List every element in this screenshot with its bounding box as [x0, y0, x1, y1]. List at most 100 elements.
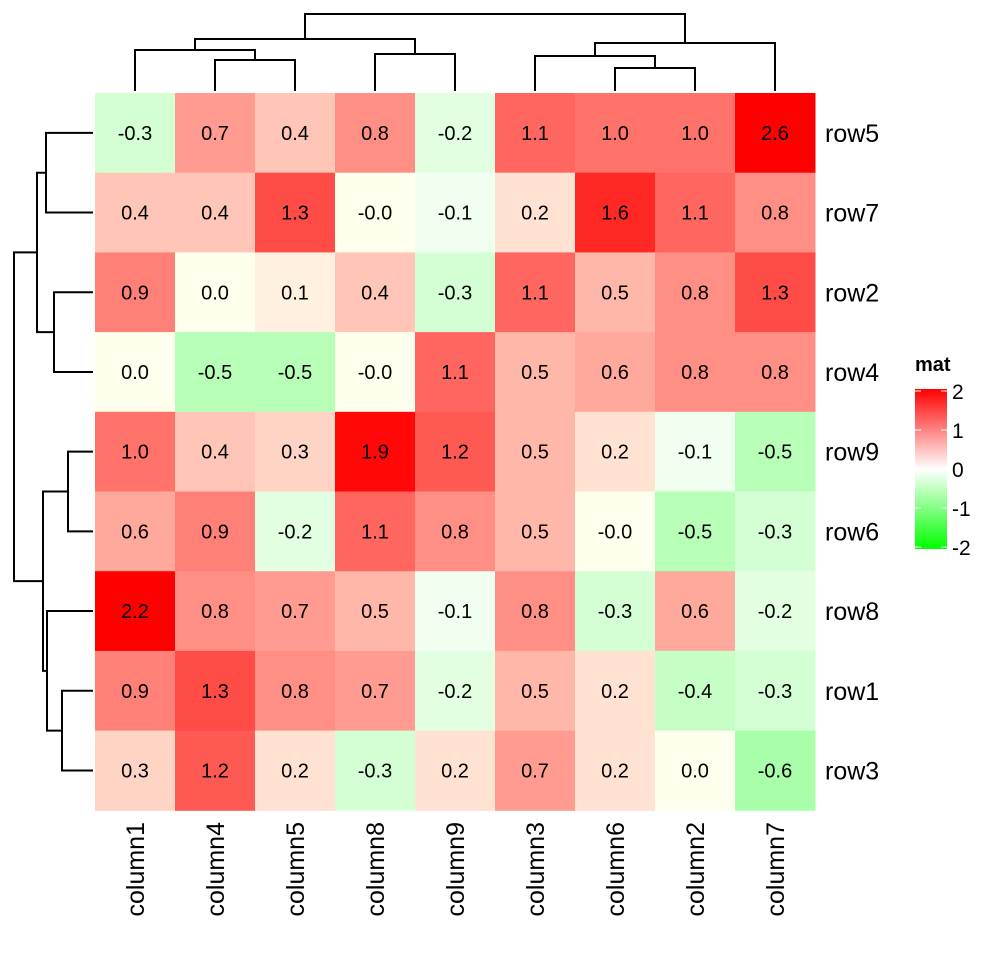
heatmap-cell	[495, 332, 576, 413]
legend-tick-label: 0	[952, 459, 964, 482]
cell-label: 0.5	[521, 521, 549, 543]
cell-label: 1.1	[521, 282, 549, 304]
heatmap-cell	[655, 730, 736, 811]
cell-label: 0.8	[441, 521, 469, 543]
cell-label: 0.2	[601, 681, 629, 703]
cell-label: 0.5	[521, 362, 549, 384]
cell-label: 1.2	[201, 760, 229, 782]
heatmap-cell	[415, 411, 496, 492]
cell-label: -0.3	[118, 123, 152, 145]
heatmap-cell	[495, 93, 576, 174]
heatmap-cell	[175, 411, 256, 492]
cell-label: -0.2	[758, 601, 792, 623]
cell-label: 0.0	[681, 760, 709, 782]
column-dendrogram	[134, 13, 776, 91]
heatmap-cell	[415, 730, 496, 811]
heatmap-cell	[735, 730, 816, 811]
cell-label: -0.1	[438, 601, 472, 623]
column-label: column3	[522, 822, 550, 917]
cell-label: 0.4	[281, 123, 309, 145]
row-dendrogram	[13, 131, 93, 772]
row-label: row2	[825, 279, 879, 307]
row-label: row1	[825, 678, 879, 706]
heatmap-cell	[255, 172, 336, 253]
heatmap-cell	[175, 332, 256, 413]
dendrogram-link	[614, 67, 696, 91]
row-labels: row5 row7 row2 row4 row9 row6 row8 row1 row3	[825, 120, 879, 786]
heatmap-cell	[655, 172, 736, 253]
heatmap-cell	[335, 730, 416, 811]
heatmap-cell	[495, 730, 576, 811]
cell-label: 0.7	[361, 681, 389, 703]
cell-label: 0.4	[121, 203, 149, 225]
cell-label: 0.8	[361, 123, 389, 145]
cell-label: 0.9	[201, 521, 229, 543]
cell-label: 0.2	[281, 760, 309, 782]
heatmap-cell	[735, 172, 816, 253]
dendrogram-link	[534, 55, 656, 91]
cell-label: -0.0	[358, 203, 392, 225]
dendrogram-link	[134, 49, 256, 91]
cell-label: 1.1	[681, 203, 709, 225]
cell-label: 0.8	[201, 601, 229, 623]
heatmap-cell	[655, 571, 736, 652]
color-legend: mat 2 1 0 -1 -2	[915, 354, 971, 560]
heatmap-cell	[575, 491, 656, 572]
heatmap-cell	[495, 411, 576, 492]
cell-label: 0.3	[121, 760, 149, 782]
cell-label: -0.1	[438, 203, 472, 225]
cell-label: 0.5	[521, 442, 549, 464]
row-label: row3	[825, 757, 879, 785]
cell-label: -0.6	[758, 760, 792, 782]
cell-label: 0.4	[201, 442, 229, 464]
cell-label: 1.3	[281, 203, 309, 225]
cell-label: 0.5	[361, 601, 389, 623]
cell-label: -0.5	[198, 362, 232, 384]
heatmap-cell	[255, 332, 336, 413]
column-label: column5	[282, 822, 310, 917]
heatmap-cell	[175, 252, 256, 333]
heatmap-cell	[335, 571, 416, 652]
heatmap-cell	[575, 332, 656, 413]
heatmap-cell	[735, 252, 816, 333]
column-labels: column1 column4 column5 column8 column9 colum…	[122, 822, 790, 917]
dendrogram-link	[46, 610, 93, 732]
dendrogram-link	[67, 450, 93, 533]
cell-label: 0.7	[201, 123, 229, 145]
cell-label: 0.3	[281, 442, 309, 464]
heatmap-cell	[495, 252, 576, 333]
heatmap-cell	[735, 93, 816, 174]
cell-label: -0.0	[598, 521, 632, 543]
cell-label: 0.6	[121, 521, 149, 543]
dendrogram-link	[214, 59, 296, 91]
heatmap-cell	[415, 93, 496, 174]
cell-label: -0.5	[758, 442, 792, 464]
heatmap-cell	[95, 93, 176, 174]
heatmap-cell	[495, 491, 576, 572]
heatmap-cell	[95, 571, 176, 652]
heatmap-cell	[255, 730, 336, 811]
cell-label: 1.1	[521, 123, 549, 145]
heatmap-cell	[655, 93, 736, 174]
heatmap-cell	[335, 411, 416, 492]
legend-tick-label: -1	[952, 498, 971, 521]
heatmap-cell	[655, 491, 736, 572]
heatmap-cell	[735, 571, 816, 652]
legend-tick-label: 1	[952, 420, 964, 443]
cell-label: 0.6	[681, 601, 709, 623]
heatmap-cell	[335, 650, 416, 732]
cell-label: 0.2	[601, 442, 629, 464]
heatmap-cell	[335, 252, 416, 333]
cell-label: 2.6	[761, 123, 789, 145]
heatmap-cell	[655, 650, 736, 732]
heatmap-cell	[415, 491, 496, 572]
cell-label: 0.2	[441, 760, 469, 782]
cell-label: 0.8	[681, 282, 709, 304]
heatmap-cell	[575, 650, 656, 732]
dendrogram-link	[45, 131, 93, 214]
cell-label: 0.6	[601, 362, 629, 384]
heatmap-cell	[255, 650, 336, 732]
heatmap-cell	[735, 491, 816, 572]
legend-tick-label: 2	[952, 381, 964, 404]
heatmap-cell	[255, 252, 336, 333]
